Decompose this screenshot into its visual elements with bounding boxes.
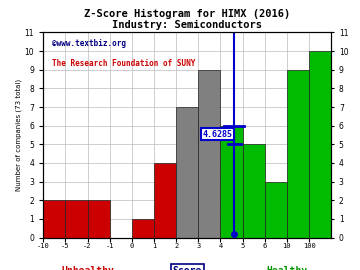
Bar [243, 144, 265, 238]
Bar [87, 200, 110, 238]
Bar [132, 219, 154, 238]
Bar [154, 163, 176, 238]
Bar [309, 51, 331, 238]
Bar [66, 200, 87, 238]
Bar [198, 70, 220, 238]
Bar [43, 200, 66, 238]
Text: 4.6285: 4.6285 [203, 130, 233, 139]
Bar [265, 182, 287, 238]
Text: Healthy: Healthy [266, 266, 307, 270]
Bar [176, 107, 198, 238]
Text: Unhealthy: Unhealthy [61, 266, 114, 270]
Y-axis label: Number of companies (73 total): Number of companies (73 total) [15, 79, 22, 191]
Text: The Research Foundation of SUNY: The Research Foundation of SUNY [52, 59, 195, 68]
Bar [287, 70, 309, 238]
Text: Score: Score [172, 266, 202, 270]
Title: Z-Score Histogram for HIMX (2016)
Industry: Semiconductors: Z-Score Histogram for HIMX (2016) Indust… [84, 9, 290, 30]
Bar [220, 126, 243, 238]
Text: ©www.textbiz.org: ©www.textbiz.org [52, 39, 126, 48]
